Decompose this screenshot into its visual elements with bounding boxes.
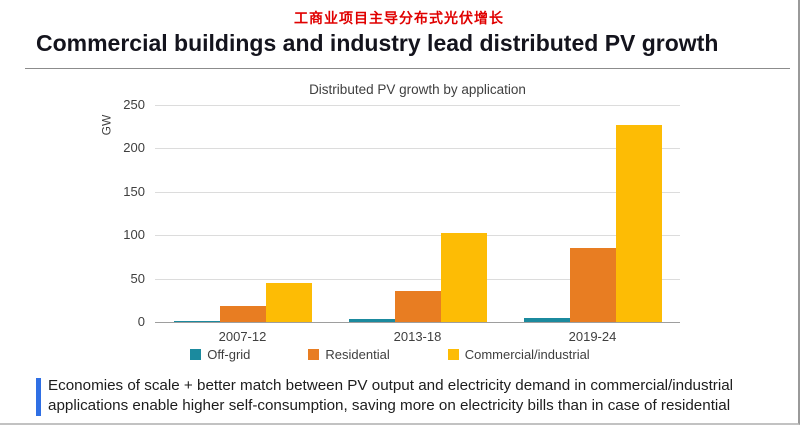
y-axis-label: GW [99, 114, 114, 136]
legend-item-commercial-industrial: Commercial/industrial [447, 347, 590, 362]
gridline-50 [155, 278, 680, 280]
legend-label: Commercial/industrial [464, 347, 590, 362]
bar-commercial-industrial-2007-12 [265, 282, 312, 322]
y-tick-100: 100 [123, 227, 145, 243]
bar-residential-2019-24 [569, 248, 616, 322]
legend-item-off-grid: Off-grid [190, 347, 250, 362]
bar-off-grid-2013-18 [348, 319, 395, 322]
y-tick-50: 50 [130, 270, 145, 286]
y-tick-0: 0 [137, 314, 145, 329]
bar-off-grid-2007-12 [173, 321, 220, 322]
footnote-text: Economies of scale + better match betwee… [48, 377, 734, 414]
chart-title: Distributed PV growth by application [309, 82, 526, 97]
x-label-2019-24: 2019-24 [568, 329, 617, 344]
gridline-150 [155, 191, 680, 193]
x-label-2013-18: 2013-18 [393, 329, 442, 344]
plot-area [155, 105, 680, 323]
legend-label: Off-grid [207, 347, 251, 362]
y-tick-250: 250 [123, 97, 145, 112]
x-label-2007-12: 2007-12 [218, 329, 267, 344]
bar-residential-2013-18 [394, 290, 441, 322]
bar-commercial-industrial-2019-24 [615, 124, 662, 322]
title-divider [25, 68, 790, 69]
legend-swatch-icon [190, 349, 202, 360]
bar-commercial-industrial-2013-18 [440, 232, 487, 322]
gridline-100 [155, 235, 680, 237]
gridline-200 [155, 148, 680, 150]
footnote-accent-bar [36, 378, 41, 416]
footnote: Economies of scale + better match betwee… [36, 376, 786, 416]
legend-swatch-icon [447, 349, 459, 360]
chart-legend: Off-grid Residential Commercial/industrial [90, 347, 690, 362]
gridline-250 [155, 105, 680, 106]
page-title: Commercial buildings and industry lead d… [36, 30, 719, 56]
y-tick-150: 150 [123, 183, 145, 199]
gridline-0 [155, 322, 680, 323]
legend-label: Residential [325, 347, 390, 362]
y-tick-200: 200 [123, 140, 145, 156]
bar-residential-2007-12 [219, 305, 266, 322]
legend-swatch-icon [308, 349, 320, 360]
legend-item-residential: Residential [308, 347, 390, 362]
bar-off-grid-2019-24 [523, 317, 570, 322]
chinese-title: 工商业项目主导分布式光伏增长 [294, 10, 504, 26]
